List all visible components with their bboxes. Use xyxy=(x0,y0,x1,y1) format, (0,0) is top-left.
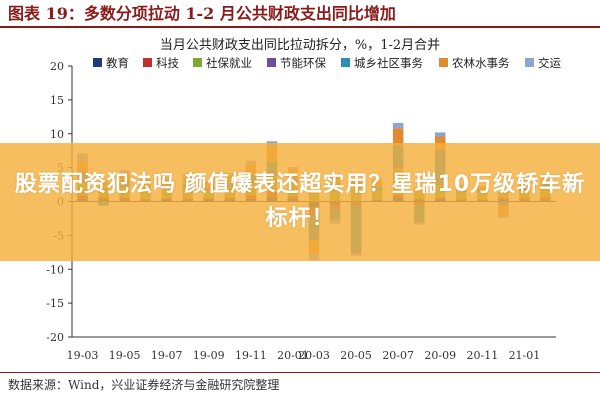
y-tick-label: 15 xyxy=(50,94,64,107)
legend-swatch xyxy=(143,58,152,67)
x-tick-label: 19-03 xyxy=(67,349,99,362)
data-source-note: 数据来源：Wind，兴业证券经济与金融研究院整理 xyxy=(8,378,280,392)
x-tick-label: 20-03 xyxy=(298,349,330,362)
legend-label: 城乡社区事务 xyxy=(354,56,423,70)
x-tick-label: 19-07 xyxy=(151,349,183,362)
legend-swatch xyxy=(439,58,448,67)
legend-label: 节能环保 xyxy=(280,56,326,70)
x-tick-label: 20-09 xyxy=(424,349,456,362)
y-tick-label: -10 xyxy=(46,263,64,276)
legend-swatch xyxy=(341,58,350,67)
legend-swatch xyxy=(193,58,202,67)
y-tick-label: -15 xyxy=(46,297,64,310)
bar-segment xyxy=(392,122,404,129)
y-tick-label: 10 xyxy=(50,128,64,141)
ad-headline[interactable]: 股票配资犯法吗 颜值爆表还超实用？星瑞10万级轿车新标杆！ xyxy=(14,172,586,231)
x-tick-label: 19-11 xyxy=(235,349,267,362)
legend-label: 科技 xyxy=(156,56,179,70)
legend-swatch xyxy=(93,58,102,67)
footer-divider xyxy=(0,372,600,373)
y-tick-label: 20 xyxy=(50,60,64,73)
chart-legend: 教育 科技 社保就业 节能环保 城乡社区事务 农林水事务 交运 xyxy=(93,56,561,70)
bar-segment xyxy=(392,128,404,146)
legend-label: 社保就业 xyxy=(206,56,252,70)
legend-label: 交运 xyxy=(538,56,561,70)
figure-title: 图表 19：多数分项拉动 1-2 月公共财政支出同比增加 xyxy=(0,0,600,28)
ad-banner-overlay[interactable]: 股票配资犯法吗 颜值爆表还超实用？星瑞10万级轿车新标杆！ xyxy=(0,143,600,261)
chart-title: 当月公共财政支出同比拉动拆分，%，1-2月合并 xyxy=(159,38,441,53)
x-tick-label: 19-05 xyxy=(109,349,141,362)
legend-swatch xyxy=(267,58,276,67)
x-tick-label: 20-07 xyxy=(382,349,414,362)
x-tick-label: 20-01 xyxy=(277,349,309,362)
x-tick-label: 19-09 xyxy=(193,349,225,362)
y-tick-label: -20 xyxy=(46,331,64,344)
legend-label: 农林水事务 xyxy=(452,56,510,70)
bar-segment xyxy=(435,132,446,137)
x-tick-label: 21-01 xyxy=(509,349,541,362)
x-tick-label: 20-05 xyxy=(340,349,372,362)
legend-swatch xyxy=(525,58,534,67)
x-tick-label: 20-11 xyxy=(466,349,498,362)
legend-label: 教育 xyxy=(106,56,129,70)
